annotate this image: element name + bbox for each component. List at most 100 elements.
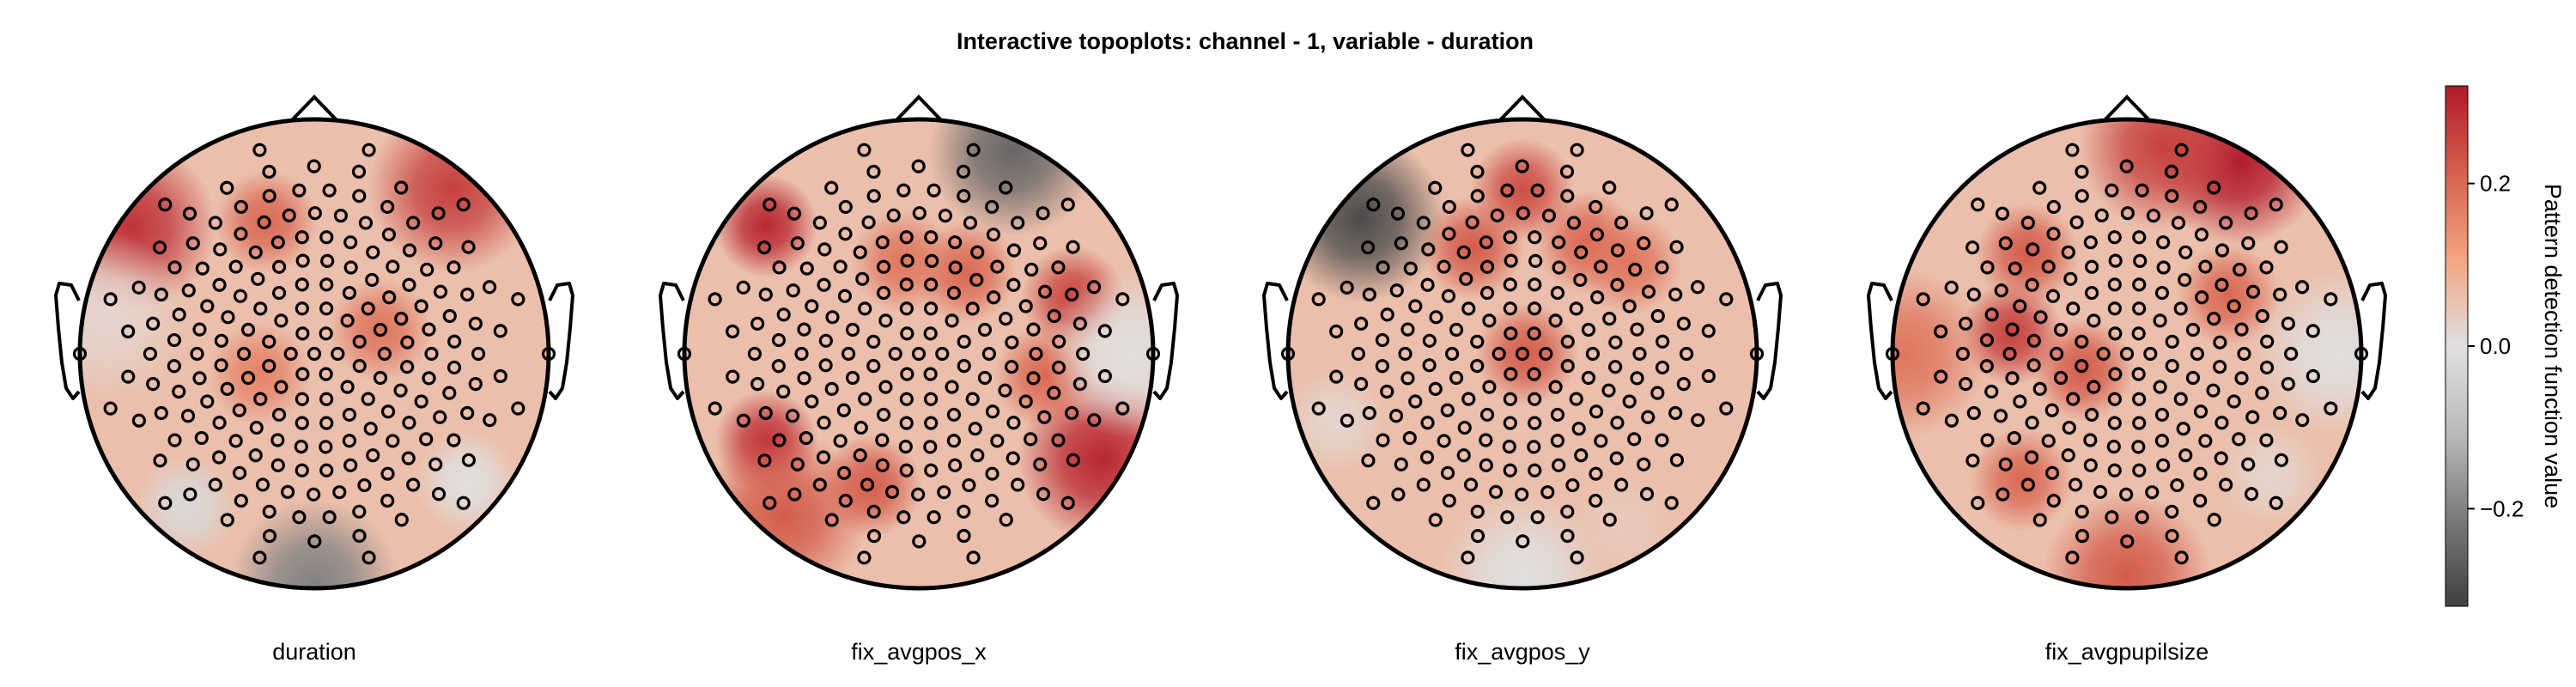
electrode-marker: [1428, 381, 1443, 397]
electrode-marker: [866, 529, 882, 544]
electrode-marker: [2213, 335, 2227, 350]
electrode-marker: [2045, 289, 2061, 303]
electrode-marker: [825, 310, 840, 325]
electrode-marker: [1528, 230, 1542, 245]
electrode-marker: [192, 371, 207, 386]
electrode-marker: [927, 510, 941, 525]
electrode-marker: [319, 440, 333, 454]
electrode-marker: [1719, 401, 1734, 416]
electrode-marker: [1354, 377, 1369, 392]
electrode-marker: [212, 416, 227, 430]
electrode-marker: [212, 277, 227, 292]
electrode-marker: [1959, 316, 1973, 331]
electrode-marker: [2046, 493, 2061, 508]
head-outline: [1890, 117, 2364, 591]
electrode-marker: [1380, 384, 1394, 399]
electrode-marker: [333, 209, 349, 223]
electrode-marker: [393, 383, 408, 398]
electrode-marker: [1515, 487, 1529, 502]
electrode-marker: [2024, 450, 2039, 465]
electrode-marker: [322, 183, 337, 198]
topoplot-panel: fix_avgpos_x: [659, 94, 1179, 665]
electrode-marker: [1656, 334, 1670, 349]
electrode-marker: [1602, 311, 1617, 326]
electrode-marker: [817, 242, 832, 257]
electrode-marker: [422, 371, 436, 386]
electrode-marker: [1376, 260, 1390, 275]
electrode-marker: [1400, 371, 1415, 386]
electrode-marker: [240, 370, 256, 386]
electrode-marker: [1959, 377, 1973, 392]
electrode-marker: [1060, 495, 1075, 510]
electrode-marker: [1641, 410, 1656, 424]
electrode-marker: [2044, 403, 2059, 417]
electrode-marker: [2132, 416, 2147, 430]
electrode-marker: [1376, 433, 1390, 447]
electrode-marker: [1691, 280, 1705, 295]
electrode-marker: [2107, 301, 2122, 316]
electrode-marker: [2269, 198, 2283, 212]
electrode-marker: [899, 230, 914, 245]
electrode-marker: [2193, 493, 2208, 508]
electrode-marker: [1366, 198, 1381, 212]
electrode-marker: [2107, 392, 2122, 406]
electrode-marker: [2084, 259, 2099, 274]
electrode-marker: [1530, 183, 1545, 198]
electrode-marker: [154, 405, 168, 421]
electrode-marker: [251, 271, 265, 286]
electrode-marker: [876, 285, 891, 301]
electrode-marker: [1492, 346, 1506, 362]
electrode-marker: [758, 405, 773, 421]
electrode-marker: [853, 245, 867, 259]
electrode-marker: [1366, 495, 1381, 510]
electrode-marker: [1360, 240, 1376, 255]
electrode-marker: [1560, 504, 1575, 519]
electrode-marker: [358, 216, 374, 230]
electrode-marker: [2259, 433, 2274, 447]
electrode-marker: [966, 550, 981, 565]
electrode-marker: [447, 334, 462, 349]
electrode-marker: [1442, 199, 1456, 215]
electrode-marker: [1602, 513, 1617, 527]
electrode-marker: [817, 277, 831, 292]
electrode-marker: [1420, 277, 1435, 292]
electrode-marker: [1550, 407, 1565, 423]
electrode-marker: [2173, 301, 2188, 316]
electrode-marker: [2219, 477, 2233, 492]
electrode-marker: [1329, 324, 1344, 339]
electrode-marker: [2241, 457, 2256, 471]
electrode-marker: [790, 236, 805, 251]
electrode-marker: [1051, 433, 1066, 447]
electrode-marker: [422, 322, 436, 337]
electrode-marker: [898, 440, 913, 454]
electrode-marker: [1916, 401, 1930, 416]
electrode-marker: [2190, 346, 2204, 362]
electrode-marker: [361, 392, 375, 406]
electrode-marker: [1115, 401, 1130, 416]
electrode-marker: [1516, 206, 1530, 221]
electrode-marker: [1639, 206, 1654, 221]
electrode-marker: [1966, 405, 1981, 421]
electrode-marker: [2032, 180, 2047, 195]
electrode-marker: [1444, 346, 1460, 362]
electrode-marker: [1456, 448, 1471, 463]
electrode-marker: [925, 253, 939, 268]
electrode-marker: [295, 301, 309, 316]
electrode-marker: [1570, 550, 1584, 565]
heat-hotspot: [714, 173, 818, 277]
electrode-marker: [152, 240, 167, 255]
heat-hotspot: [2031, 318, 2135, 422]
electrode-marker: [461, 240, 476, 254]
electrode-marker: [948, 458, 963, 472]
electrode-marker: [307, 534, 322, 549]
electrode-marker: [866, 189, 881, 204]
electrode-marker: [280, 484, 295, 499]
electrode-marker: [402, 277, 416, 292]
electrode-marker: [262, 529, 277, 544]
electrode-marker: [2215, 243, 2230, 258]
electrode-marker: [2108, 253, 2123, 268]
electrode-marker: [1482, 313, 1497, 328]
electrode-marker: [1996, 487, 2010, 502]
electrode-marker: [1628, 262, 1643, 277]
electrode-marker: [493, 324, 507, 338]
